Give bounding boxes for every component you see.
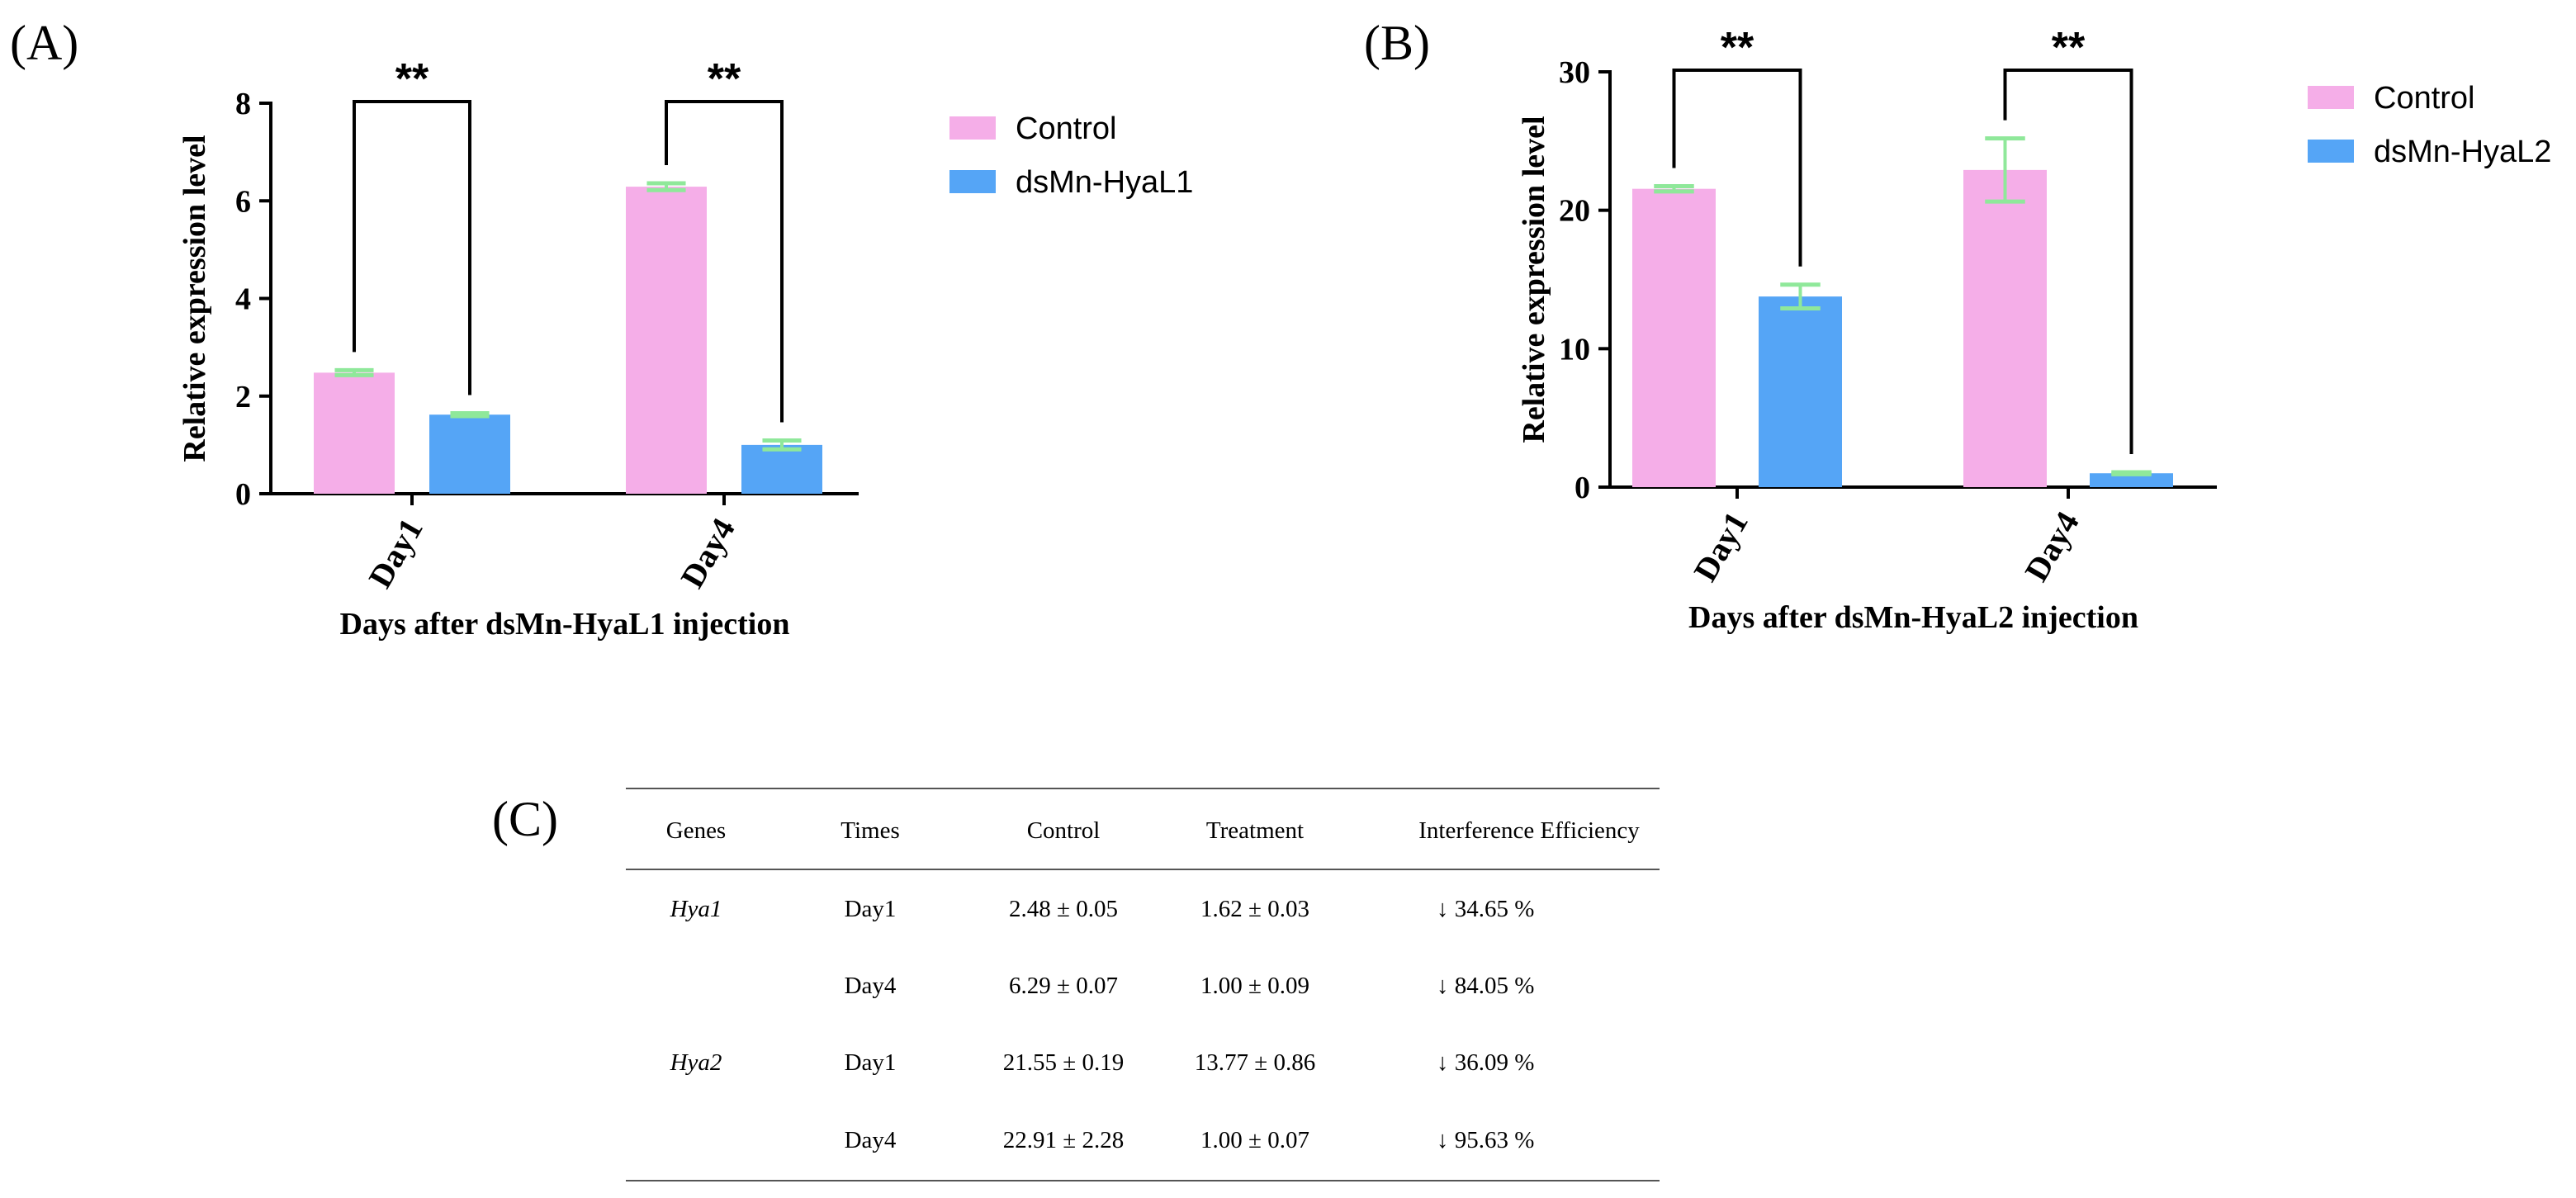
table-cell: ↓ 95.63 %: [1437, 1127, 1534, 1153]
significance-marker: **: [2052, 24, 2086, 72]
table-cell: 21.55 ± 0.19: [1003, 1049, 1124, 1076]
table-gene-cell: Hya2: [670, 1049, 722, 1076]
bar-control: [626, 187, 707, 494]
x-axis-title: Days after dsMn-HyaL2 injection: [1688, 600, 2138, 635]
table-cell: 13.77 ± 0.86: [1195, 1049, 1315, 1076]
bar-treatment: [2090, 473, 2173, 487]
significance-bracket: [1672, 69, 1802, 267]
table-header-cell: Times: [841, 817, 899, 844]
y-tick-label: 0: [235, 477, 251, 512]
legend-label-control: Control: [2374, 81, 2475, 116]
table-header-cell: Interference Efficiency: [1418, 817, 1640, 844]
table-cell: 6.29 ± 0.07: [1009, 973, 1118, 999]
x-tick-label: Day4: [673, 512, 741, 594]
bar-treatment: [1759, 296, 1842, 487]
table-cell: 2.48 ± 0.05: [1009, 896, 1118, 922]
y-tick-label: 0: [1574, 471, 1590, 505]
y-tick-label: 8: [235, 87, 251, 121]
bar-control: [1632, 188, 1716, 487]
table-gene-cell: Hya1: [670, 896, 722, 922]
legend-label-treatment: dsMn-HyaL1: [1016, 165, 1193, 200]
table-cell: ↓ 84.05 %: [1437, 973, 1534, 999]
table-cell: 1.00 ± 0.07: [1200, 1127, 1309, 1153]
panel-label-c: (C): [492, 792, 558, 846]
legend-swatch-treatment: [949, 170, 996, 193]
significance-marker: **: [708, 55, 741, 103]
table-cell: ↓ 34.65 %: [1437, 896, 1534, 922]
table-cell: Day4: [845, 973, 897, 999]
legend-swatch-control: [2308, 86, 2354, 109]
y-tick-label: 30: [1559, 55, 1590, 90]
table-cell: Day4: [845, 1127, 897, 1153]
y-tick-label: 4: [235, 282, 251, 317]
x-tick-label: Day4: [2017, 505, 2086, 587]
y-tick-label: 10: [1559, 332, 1590, 367]
table-header-cell: Treatment: [1206, 817, 1304, 844]
bar-treatment: [741, 444, 822, 494]
bar-control: [314, 372, 395, 494]
table-c: Genes Times Control Treatment Interference E…: [626, 788, 1660, 1181]
legend-label-treatment: dsMn-HyaL2: [2374, 135, 2551, 169]
table-cell: 1.00 ± 0.09: [1200, 973, 1309, 999]
y-axis-title: Relative expression level: [178, 135, 212, 462]
table-cell: Day1: [845, 1049, 897, 1076]
legend-swatch-treatment: [2308, 140, 2354, 163]
legend-swatch-control: [949, 116, 996, 140]
y-axis-title: Relative expression level: [1517, 116, 1551, 443]
x-axis-title: Days after dsMn-HyaL1 injection: [340, 607, 790, 642]
table-cell: Day1: [845, 896, 897, 922]
table-header-cell: Control: [1027, 817, 1101, 844]
significance-bracket: [665, 100, 784, 423]
legend-label-control: Control: [1016, 111, 1117, 146]
panel-label-b: (B): [1364, 16, 1430, 70]
bar-control: [1963, 169, 2047, 487]
x-tick-label: Day1: [1686, 505, 1754, 587]
significance-marker: **: [1721, 24, 1754, 72]
table-cell: ↓ 36.09 %: [1437, 1049, 1534, 1076]
table-cell: 1.62 ± 0.03: [1200, 896, 1309, 922]
bar-treatment: [429, 414, 510, 494]
y-tick-label: 20: [1559, 194, 1590, 229]
significance-bracket: [2003, 69, 2133, 455]
panel-label-a: (A): [10, 16, 78, 70]
y-tick-label: 6: [235, 184, 251, 219]
y-tick-label: 2: [235, 380, 251, 414]
table-cell: 22.91 ± 2.28: [1003, 1127, 1124, 1153]
table-header-cell: Genes: [666, 817, 726, 844]
x-tick-label: Day1: [361, 512, 429, 594]
chart-a: 0 2 4 6 8 Relative expression level Day1 ** Day4…: [178, 55, 1193, 642]
significance-marker: **: [395, 55, 429, 103]
significance-bracket: [353, 100, 471, 395]
